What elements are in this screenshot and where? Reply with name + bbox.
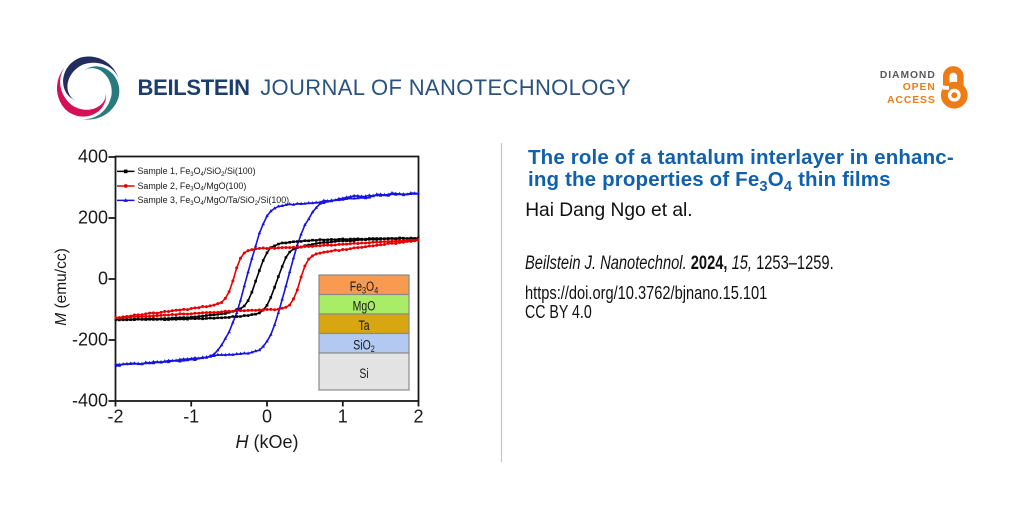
svg-text:M (emu/cc): M (emu/cc) [53,248,70,326]
svg-text:MgO: MgO [353,298,376,314]
svg-text:Sample 1, Fe3O4/SiO2/Si(100): Sample 1, Fe3O4/SiO2/Si(100) [138,166,256,178]
svg-text:2: 2 [413,406,423,426]
svg-text:Ta: Ta [358,318,369,334]
svg-text:0: 0 [262,406,272,426]
svg-text:-1: -1 [183,406,199,426]
svg-text:Si: Si [359,365,368,381]
svg-text:400: 400 [78,147,108,167]
svg-text:-400: -400 [72,391,108,411]
svg-text:Fe3O4: Fe3O4 [350,279,379,296]
svg-text:Sample 2, Fe3O4/MgO(100): Sample 2, Fe3O4/MgO(100) [138,181,247,193]
svg-text:200: 200 [78,208,108,228]
svg-text:SiO2: SiO2 [353,337,375,354]
svg-text:0: 0 [98,269,108,289]
svg-text:-200: -200 [72,330,108,350]
svg-text:Sample 3, Fe3O4/MgO/Ta/SiO2/Si: Sample 3, Fe3O4/MgO/Ta/SiO2/Si(100) [138,195,290,207]
svg-text:H (kOe): H (kOe) [235,432,298,452]
svg-text:1: 1 [338,406,348,426]
svg-text:-2: -2 [107,406,123,426]
